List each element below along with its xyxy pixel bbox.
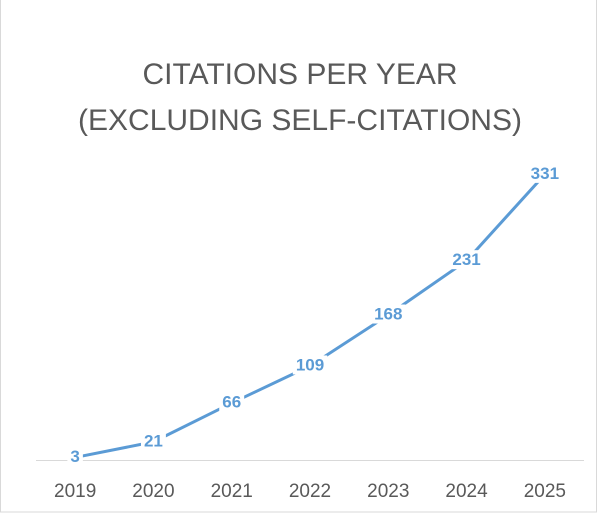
data-label: 3 bbox=[70, 447, 79, 466]
x-tick-label: 2022 bbox=[289, 481, 331, 502]
data-label: 109 bbox=[296, 355, 324, 374]
data-label-bg bbox=[527, 163, 563, 183]
x-tick-label: 2021 bbox=[211, 481, 253, 502]
x-tick-label: 2023 bbox=[367, 481, 409, 502]
data-label-bg bbox=[449, 250, 484, 270]
x-tick-label: 2024 bbox=[445, 481, 488, 502]
data-label-bg bbox=[219, 392, 245, 412]
x-tick-label: 2019 bbox=[54, 481, 96, 502]
data-label-bg bbox=[292, 355, 328, 375]
data-label: 21 bbox=[144, 431, 163, 450]
x-tick-label: 2025 bbox=[524, 481, 566, 502]
data-label-bg bbox=[371, 304, 406, 324]
data-label: 66 bbox=[222, 393, 241, 412]
data-label: 168 bbox=[374, 305, 402, 324]
data-label-bg bbox=[67, 446, 83, 466]
chart-title: CITATIONS PER YEAR bbox=[142, 58, 457, 91]
x-tick-label: 2020 bbox=[132, 481, 174, 502]
data-label-bg bbox=[140, 431, 166, 451]
data-label: 331 bbox=[531, 164, 559, 183]
chart-title: (EXCLUDING SELF-CITATIONS) bbox=[78, 104, 522, 137]
data-label: 231 bbox=[452, 250, 480, 269]
